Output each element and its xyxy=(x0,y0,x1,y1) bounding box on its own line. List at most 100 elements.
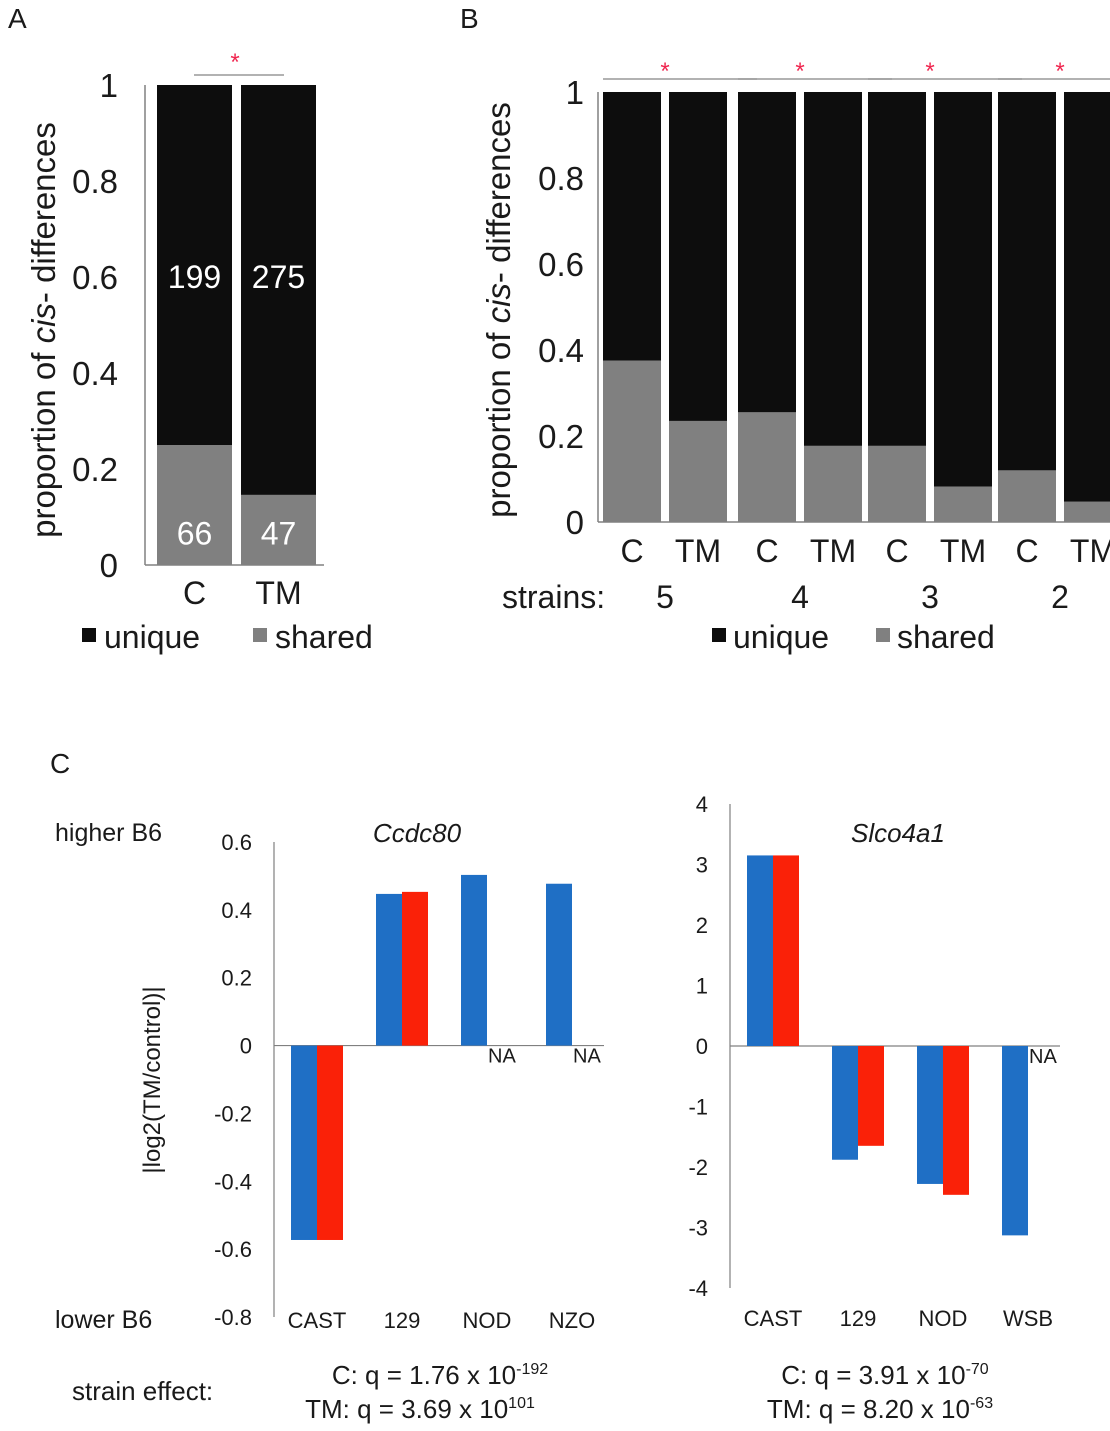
panel-b-x-tick-label: C xyxy=(885,533,908,569)
panel-c2-bar-tm-cast xyxy=(773,855,799,1046)
panel-a-shared-count: 66 xyxy=(177,516,213,552)
panel-b-bar-shared-3-c xyxy=(868,445,926,522)
panel-c2-title: Slco4a1 xyxy=(851,818,945,848)
panel-a-ylabel-post: - differences xyxy=(25,122,62,303)
panel-c1-y-tick-label: -0.8 xyxy=(214,1305,252,1330)
panel-a-x-tick-label: TM xyxy=(255,575,301,611)
panel-b-ylabel-post: - differences xyxy=(480,102,517,283)
panel-a-unique-count: 275 xyxy=(252,259,305,295)
panel-b-significance-star: * xyxy=(795,58,804,85)
panel-c1-x-tick-label: NOD xyxy=(463,1308,512,1333)
panel-b-x-tick-label: C xyxy=(755,533,778,569)
panel-a-bar-shared-tm xyxy=(241,494,316,565)
panel-b-x-tick-label: TM xyxy=(1070,533,1110,569)
panel-b-strain-count: 4 xyxy=(791,579,809,615)
slco4a1-tm-stat-value: TM: q = 8.20 x 10 xyxy=(767,1394,970,1424)
panel-b-bar-shared-5-c xyxy=(603,360,661,522)
panel-a-y-tick-label: 0.4 xyxy=(72,355,118,392)
panel-c2-bar-c-129 xyxy=(832,1046,858,1160)
panel-c1-x-tick-label: 129 xyxy=(384,1308,421,1333)
panel-b-x-tick-label: TM xyxy=(675,533,721,569)
panel-b-y-tick-label: 0.2 xyxy=(538,418,584,455)
panel-c1-y-tick-label: -0.2 xyxy=(214,1101,252,1126)
panel-b-bar-unique-2-tm xyxy=(1064,92,1110,502)
panel-b-bar-shared-4-tm xyxy=(804,445,862,522)
ccdc80-tm-stat: TM: q = 3.69 x 10101 xyxy=(305,1394,535,1424)
panel-a: proportion of cis- differences * unique … xyxy=(25,49,373,655)
panel-b: proportion of cis- differences strains: … xyxy=(480,58,1110,655)
panel-a-legend-shared: shared xyxy=(275,619,373,655)
ccdc80-tm-stat-exponent: 101 xyxy=(508,1395,535,1412)
ccdc80-c-stat-value: C: q = 1.76 x 10 xyxy=(332,1360,516,1390)
panel-a-unique-count: 199 xyxy=(168,259,221,295)
panel-b-bar-shared-5-tm xyxy=(669,420,727,522)
panel-b-significance-star: * xyxy=(925,58,934,85)
panel-c-ccdc80: higher B6 lower B6 |log2(TM/control)| -0… xyxy=(55,818,604,1334)
panel-b-bar-unique-5-c xyxy=(603,92,661,361)
panel-b-ylabel-italic: cis xyxy=(480,283,517,323)
panel-b-y-axis-label: proportion of cis- differences xyxy=(480,102,517,518)
panel-label-c: C xyxy=(50,748,70,779)
panel-a-y-tick-label: 1 xyxy=(100,67,118,104)
panel-b-legend-unique: unique xyxy=(733,619,829,655)
panel-b-y-tick-label: 0.8 xyxy=(538,160,584,197)
panel-b-y-tick-label: 0.4 xyxy=(538,332,584,369)
panel-a-legend-shared-swatch xyxy=(253,628,267,642)
panel-c1-y-tick-label: 0.2 xyxy=(221,966,252,991)
panel-label-b: B xyxy=(460,3,479,34)
panel-c1-y-tick-label: 0.6 xyxy=(221,830,252,855)
panel-b-x-tick-label: TM xyxy=(810,533,856,569)
panel-b-bar-shared-3-tm xyxy=(934,486,992,522)
panel-c2-x-tick-label: WSB xyxy=(1003,1306,1053,1331)
panel-c2-x-tick-label: CAST xyxy=(744,1306,803,1331)
slco4a1-tm-stat: TM: q = 8.20 x 10-63 xyxy=(767,1394,993,1424)
panel-c2-na-label: NA xyxy=(1029,1046,1057,1068)
panel-b-significance-star: * xyxy=(1055,58,1064,85)
panel-b-significance-star: * xyxy=(660,58,669,85)
panel-c2-y-tick-label: 3 xyxy=(696,853,708,878)
slco4a1-tm-stat-exponent: -63 xyxy=(970,1395,993,1412)
panel-c2-bar-tm-129 xyxy=(858,1046,884,1146)
panel-c1-bar-tm-cast xyxy=(317,1045,343,1240)
panel-c2-y-tick-label: 4 xyxy=(696,792,708,817)
panel-b-legend-unique-swatch xyxy=(712,628,726,642)
panel-a-x-tick-label: C xyxy=(183,575,206,611)
panel-b-y-tick-label: 0 xyxy=(566,504,584,541)
panel-b-strains-label: strains: xyxy=(502,579,605,615)
panel-c1-y-tick-label: -0.4 xyxy=(214,1169,252,1194)
panel-c1-bar-c-cast xyxy=(291,1045,317,1240)
panel-c1-na-label: NA xyxy=(573,1046,601,1068)
panel-c1-bar-tm-129 xyxy=(402,891,428,1046)
panel-b-bar-unique-3-c xyxy=(868,92,926,446)
panel-c2-y-tick-label: 0 xyxy=(696,1034,708,1059)
panel-c1-bar-c-nod xyxy=(461,874,487,1046)
panel-c-slco4a1: -4 -3 -2 -1 0 1 2 3 4 Slco4a1 CAST 129 NOD NA WSB xyxy=(688,792,1060,1331)
panel-c1-x-tick-label: CAST xyxy=(288,1308,347,1333)
panel-b-bar-shared-2-tm xyxy=(1064,501,1110,522)
slco4a1-c-stat-exponent: -70 xyxy=(966,1361,989,1378)
panel-b-legend-shared-swatch xyxy=(876,628,890,642)
panel-a-ylabel-italic: cis xyxy=(25,303,62,343)
panel-b-y-tick-label: 1 xyxy=(566,74,584,111)
panel-c2-y-tick-label: -2 xyxy=(688,1155,708,1180)
panel-c2-y-tick-label: -3 xyxy=(688,1216,708,1241)
strain-effect-stats: C: q = 1.76 x 10-192 TM: q = 3.69 x 10101… xyxy=(305,1360,993,1424)
panel-b-bar-unique-2-c xyxy=(998,92,1056,471)
ccdc80-c-stat: C: q = 1.76 x 10-192 xyxy=(332,1360,548,1390)
panel-a-y-tick-label: 0 xyxy=(100,547,118,584)
panel-c2-bar-c-cast xyxy=(747,855,773,1046)
strain-effect-label: strain effect: xyxy=(72,1376,213,1406)
panel-c2-y-tick-label: -1 xyxy=(688,1095,708,1120)
panel-b-strain-count: 5 xyxy=(656,579,674,615)
panel-a-y-tick-label: 0.8 xyxy=(72,163,118,200)
panel-a-legend-unique: unique xyxy=(104,619,200,655)
panel-b-legend-shared: shared xyxy=(897,619,995,655)
panel-c2-y-tick-label: 2 xyxy=(696,913,708,938)
panel-c1-title: Ccdc80 xyxy=(373,818,462,848)
panel-c1-y-tick-label: 0 xyxy=(240,1034,252,1059)
panel-a-y-axis-label: proportion of cis- differences xyxy=(25,122,62,538)
ccdc80-tm-stat-value: TM: q = 3.69 x 10 xyxy=(305,1394,508,1424)
panel-b-y-tick-label: 0.6 xyxy=(538,246,584,283)
panel-b-bar-unique-3-tm xyxy=(934,92,992,487)
